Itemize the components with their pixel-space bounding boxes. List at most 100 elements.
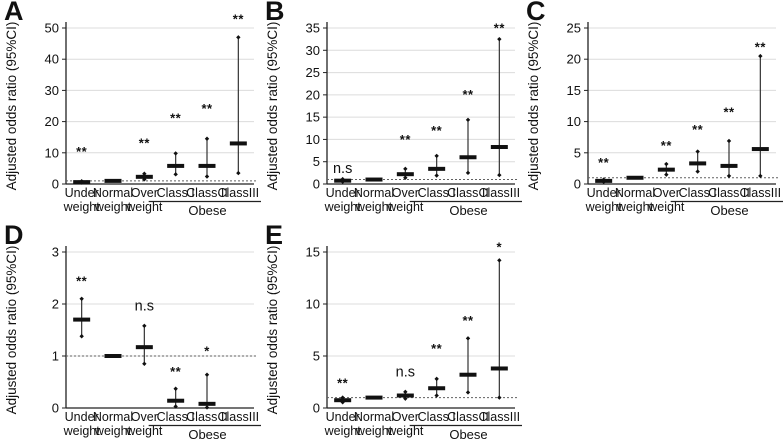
panel-letter: D [4, 220, 24, 250]
ci-cap [173, 386, 178, 391]
ci-cap [236, 170, 241, 176]
y-tick-label: 15 [306, 245, 320, 260]
x-category-label: Normal [615, 186, 655, 200]
y-tick-label: 50 [45, 21, 59, 36]
or-marker [396, 393, 414, 398]
or-marker [198, 401, 216, 406]
y-axis-title: Adjusted odds ratio (95%CI) [265, 22, 280, 191]
x-category-label: weight [585, 200, 623, 214]
or-marker [490, 366, 508, 371]
y-tick-label: 1 [52, 349, 59, 364]
y-tick-label: 3 [52, 245, 59, 260]
ci-cap [434, 173, 439, 178]
ci-cap [403, 175, 408, 180]
x-category-label: weight [125, 200, 163, 214]
x-category-label: Normal [354, 186, 394, 200]
y-tick-label: 25 [567, 21, 581, 36]
significance-label: ** [400, 132, 412, 147]
x-category-label: ClassIII [217, 410, 259, 424]
significance-label: ** [201, 101, 213, 116]
x-category-label: Class I [157, 186, 195, 200]
y-tick-label: 20 [306, 87, 320, 102]
x-category-label: Class II [708, 186, 750, 200]
or-marker [167, 163, 185, 168]
or-marker [334, 398, 352, 403]
panel-chart-svg: 0 5 10 15 20 25 30 35 Adjusted odds ratio (95%CI… [265, 20, 522, 218]
ci-cap [403, 389, 408, 395]
y-tick-label: 5 [313, 154, 320, 169]
significance-label: ** [233, 12, 245, 27]
panel-chart-svg: 0 5 10 15 20 25 Adjusted odds ratio (95%CI) ** *… [526, 21, 783, 218]
or-marker [198, 163, 216, 168]
ci-cap [204, 405, 210, 410]
or-marker [626, 175, 644, 180]
y-tick-label: 5 [574, 145, 581, 160]
x-category-label: weight [324, 200, 362, 214]
x-category-label: weight [63, 200, 101, 214]
x-category-label: ClassIII [478, 186, 520, 200]
x-category-label: ClassIII [478, 410, 520, 424]
x-category-label: Class II [186, 410, 228, 424]
or-marker [104, 354, 122, 358]
x-category-label: Over [131, 186, 158, 200]
y-axis-title: Adjusted odds ratio (95%CI) [4, 22, 19, 191]
ci-cap [204, 136, 210, 141]
ci-cap [465, 336, 471, 341]
x-category-label: weight [324, 424, 362, 438]
ci-cap [664, 161, 669, 167]
or-marker [689, 161, 707, 166]
ci-cap [726, 138, 732, 144]
ci-cap [758, 53, 763, 59]
or-marker [167, 398, 185, 403]
x-category-label: Over [392, 186, 419, 200]
obese-group-label: Obese [188, 427, 226, 442]
ns-label: n.s [396, 364, 415, 380]
panel-letter: E [265, 220, 284, 250]
x-category-label: Under [65, 410, 99, 424]
significance-label: ** [755, 39, 767, 54]
or-marker [459, 372, 477, 377]
obese-group-label: Obese [710, 203, 748, 218]
ci-cap [434, 376, 439, 382]
y-tick-label: 0 [574, 177, 581, 192]
x-category-label: Under [326, 186, 360, 200]
or-marker [657, 167, 675, 172]
x-category-label: weight [355, 424, 393, 438]
y-tick-label: 40 [45, 52, 59, 67]
or-marker [428, 386, 446, 391]
x-category-label: Under [326, 410, 360, 424]
y-tick-label: 0 [52, 401, 59, 416]
x-category-label: weight [63, 424, 101, 438]
x-category-label: Over [392, 410, 419, 424]
x-category-label: ClassIII [739, 186, 781, 200]
ci-cap [173, 151, 178, 156]
ci-cap [434, 393, 439, 398]
panel-A: A 0 10 20 30 40 50 Adjusted odds ratio (95%CI) *… [0, 0, 261, 224]
ns-label: n.s [135, 298, 154, 314]
x-category-label: Normal [93, 410, 133, 424]
significance-label: * [497, 239, 503, 254]
ci-cap [465, 117, 471, 123]
ci-cap [236, 35, 241, 40]
y-tick-label: 30 [45, 83, 59, 98]
x-category-label: Class I [157, 410, 195, 424]
y-tick-label: 10 [567, 114, 581, 129]
ci-cap [497, 172, 502, 178]
x-category-label: weight [386, 424, 424, 438]
ci-cap [173, 404, 178, 409]
x-category-label: Class I [679, 186, 717, 200]
significance-label: ** [431, 341, 443, 356]
significance-label: ** [462, 87, 474, 102]
y-tick-label: 35 [306, 21, 320, 36]
ci-cap [142, 323, 147, 329]
y-tick-label: 10 [306, 297, 320, 312]
panel-letter: B [265, 0, 285, 26]
or-marker [135, 345, 153, 350]
y-tick-label: 15 [306, 110, 320, 125]
significance-label: ** [598, 155, 610, 170]
x-category-label: Class II [447, 410, 489, 424]
or-marker [334, 178, 352, 183]
significance-label: ** [76, 274, 88, 289]
significance-label: ** [170, 364, 182, 379]
